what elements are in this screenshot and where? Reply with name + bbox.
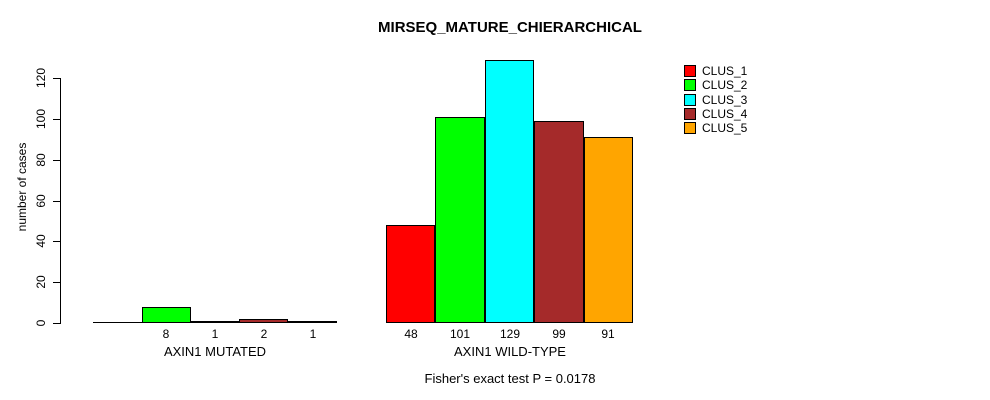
y-axis-tick-label: 20 (34, 275, 48, 289)
legend-item: CLUS_2 (684, 78, 747, 92)
bar (142, 307, 191, 323)
bar-value-label: 2 (260, 327, 268, 341)
bar (534, 121, 584, 323)
legend-swatch (684, 108, 696, 121)
y-axis-tick-label: 120 (34, 67, 48, 89)
legend-swatch (684, 122, 696, 135)
bar (288, 321, 337, 323)
bar (584, 137, 633, 323)
legend-item: CLUS_3 (684, 93, 747, 107)
legend-label: CLUS_1 (702, 64, 748, 79)
legend-label: CLUS_2 (702, 78, 748, 93)
chart-title: MIRSEQ_MATURE_CHIERARCHICAL (378, 19, 642, 36)
y-axis-tick (53, 119, 60, 120)
y-axis-tick (53, 241, 60, 242)
bar-value-label: 1 (309, 327, 317, 341)
legend-label: CLUS_5 (702, 121, 748, 136)
bar-value-label: 8 (162, 327, 170, 341)
zero-height-bar (93, 322, 142, 323)
bar-value-label: 129 (499, 327, 521, 341)
bar (485, 60, 534, 323)
legend-item: CLUS_1 (684, 64, 747, 78)
bar-value-label: 1 (211, 327, 219, 341)
y-axis-tick (53, 323, 60, 324)
y-axis-tick-label: 80 (34, 153, 48, 167)
legend-swatch (684, 79, 696, 92)
legend-swatch (684, 65, 696, 78)
legend-label: CLUS_4 (702, 107, 748, 122)
annotation-text: Fisher's exact test P = 0.0178 (424, 371, 596, 386)
y-axis-tick (53, 201, 60, 202)
bar-value-label: 101 (449, 327, 471, 341)
legend-swatch (684, 93, 696, 106)
bar-value-label: 99 (552, 327, 566, 341)
bar (239, 319, 288, 323)
bar (386, 225, 435, 323)
y-axis-tick-label: 0 (34, 319, 48, 327)
bar (435, 117, 485, 323)
y-axis-tick-label: 100 (34, 108, 48, 130)
group-label: AXIN1 MUTATED (163, 344, 267, 359)
legend-item: CLUS_4 (684, 107, 747, 121)
y-axis-line (60, 78, 61, 324)
legend-item: CLUS_5 (684, 121, 747, 135)
group-label: AXIN1 WILD-TYPE (454, 344, 566, 359)
y-axis-tick-label: 40 (34, 234, 48, 248)
y-axis-tick (53, 78, 60, 79)
bar-value-label: 91 (601, 327, 615, 341)
bar (191, 321, 239, 323)
legend: CLUS_1 CLUS_2 CLUS_3 CLUS_4 CLUS_5 (684, 64, 747, 135)
legend-label: CLUS_3 (702, 92, 748, 107)
y-axis-tick (53, 282, 60, 283)
bar-value-label: 48 (404, 327, 418, 341)
y-axis-tick (53, 160, 60, 161)
y-axis-tick-label: 60 (34, 194, 48, 208)
